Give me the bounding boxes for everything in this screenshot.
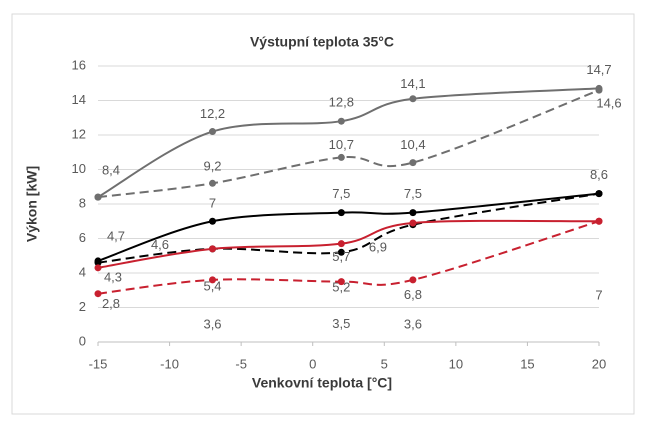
data-point	[595, 86, 603, 94]
data-point	[409, 159, 417, 167]
data-label: 8,4	[102, 163, 120, 178]
y-tick-label: 12	[72, 126, 86, 141]
data-point	[595, 190, 603, 198]
data-label: 6,8	[404, 287, 422, 302]
data-point	[595, 217, 603, 225]
data-label: 12,2	[200, 106, 225, 121]
data-point	[409, 209, 417, 217]
y-tick-label: 0	[79, 333, 86, 348]
data-label: 5,7	[332, 249, 350, 264]
y-tick-label: 4	[79, 264, 86, 279]
data-label: 14,7	[586, 62, 611, 77]
data-point	[209, 276, 217, 284]
data-label: 4,3	[104, 269, 122, 284]
data-point	[337, 209, 345, 217]
y-tick-label: 6	[79, 230, 86, 245]
data-point	[337, 240, 345, 248]
data-point	[337, 278, 345, 286]
data-label: 3,6	[404, 316, 422, 331]
data-point	[209, 128, 217, 136]
data-point	[337, 153, 345, 161]
x-axis-label: Venkovní teplota [°C]	[252, 375, 392, 391]
data-label: 14,6	[596, 96, 621, 111]
data-point	[94, 259, 102, 267]
data-label: 10,4	[400, 137, 425, 152]
x-tick-label: 20	[592, 356, 606, 371]
data-label: 12,8	[329, 95, 354, 110]
data-label: 10,7	[329, 137, 354, 152]
y-tick-label: 10	[72, 161, 86, 176]
data-label: 7	[595, 288, 602, 303]
data-label: 6,9	[369, 239, 387, 254]
y-tick-label: 16	[72, 57, 86, 72]
data-label: 2,8	[102, 296, 120, 311]
x-tick-label: 0	[309, 356, 316, 371]
data-point	[94, 193, 102, 201]
y-axis-label: Výkon [kW]	[24, 166, 40, 242]
data-point	[409, 95, 417, 103]
data-point	[409, 276, 417, 284]
x-tick-label: 5	[381, 356, 388, 371]
data-point	[337, 117, 345, 125]
data-point	[409, 219, 417, 227]
data-label: 3,5	[332, 316, 350, 331]
data-label: 8,6	[590, 167, 608, 182]
data-label: 14,1	[400, 76, 425, 91]
x-tick-label: -15	[89, 356, 108, 371]
data-label: 7,5	[404, 186, 422, 201]
data-point	[94, 290, 102, 298]
data-label: 7,5	[332, 186, 350, 201]
data-point	[209, 245, 217, 253]
x-tick-label: -5	[235, 356, 247, 371]
y-tick-label: 2	[79, 299, 86, 314]
x-tick-label: -10	[160, 356, 179, 371]
data-label: 5,4	[203, 278, 221, 293]
data-label: 7	[209, 196, 216, 211]
data-point	[209, 217, 217, 225]
data-label: 4,7	[107, 228, 125, 243]
x-tick-label: 10	[449, 356, 463, 371]
data-label: 9,2	[203, 159, 221, 174]
data-point	[94, 264, 102, 272]
data-label: 3,6	[203, 316, 221, 331]
data-point	[209, 179, 217, 187]
y-tick-label: 8	[79, 195, 86, 210]
data-label: 4,6	[151, 237, 169, 252]
x-tick-label: 15	[520, 356, 534, 371]
data-point	[337, 248, 345, 256]
data-label: 5,2	[332, 280, 350, 295]
chart-title: Výstupní teplota 35°C	[250, 34, 394, 50]
y-tick-label: 14	[72, 92, 86, 107]
